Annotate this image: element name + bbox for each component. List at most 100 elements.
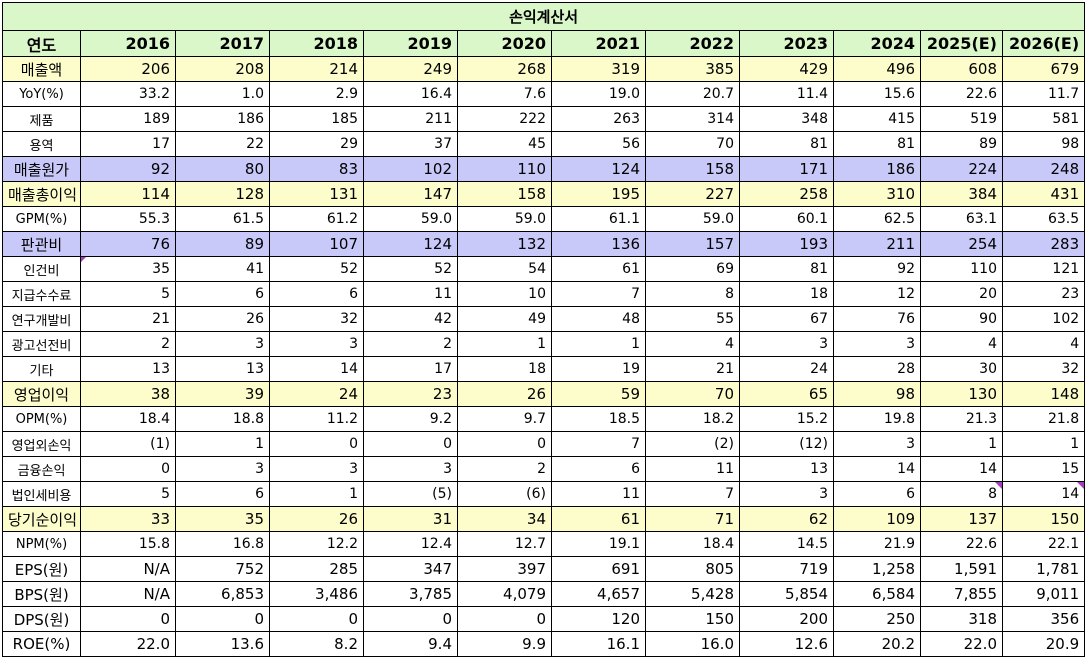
- value-cell[interactable]: 7: [551, 431, 646, 457]
- value-cell[interactable]: 49: [457, 306, 552, 332]
- value-cell[interactable]: 90: [920, 306, 1003, 332]
- value-cell[interactable]: 76: [80, 231, 176, 257]
- value-cell[interactable]: 3: [269, 456, 364, 482]
- value-cell[interactable]: 719: [739, 556, 834, 582]
- year-header-label[interactable]: 연도: [2, 30, 81, 57]
- value-cell[interactable]: 137: [920, 506, 1003, 532]
- value-cell[interactable]: 69: [645, 256, 740, 282]
- value-cell[interactable]: 61.5: [175, 206, 270, 232]
- value-cell[interactable]: 581: [1001, 106, 1086, 132]
- value-cell[interactable]: 397: [457, 556, 552, 582]
- value-cell[interactable]: 120: [551, 606, 646, 632]
- value-cell[interactable]: 186: [833, 156, 921, 182]
- value-cell[interactable]: 11.2: [269, 406, 364, 432]
- value-cell[interactable]: 6: [269, 281, 364, 307]
- value-cell[interactable]: 12.6: [739, 631, 834, 657]
- value-cell[interactable]: 62: [739, 506, 834, 532]
- row-label[interactable]: 매출총이익: [2, 181, 81, 207]
- value-cell[interactable]: 6: [175, 281, 270, 307]
- value-cell[interactable]: 21.9: [833, 531, 921, 557]
- value-cell[interactable]: 121: [1001, 256, 1086, 282]
- value-cell[interactable]: 0: [457, 606, 552, 632]
- value-cell[interactable]: 61.2: [269, 206, 364, 232]
- value-cell[interactable]: 208: [175, 56, 270, 82]
- value-cell[interactable]: 805: [645, 556, 740, 582]
- value-cell[interactable]: 752: [175, 556, 270, 582]
- value-cell[interactable]: 9.9: [457, 631, 552, 657]
- value-cell[interactable]: 89: [175, 231, 270, 257]
- row-label[interactable]: 영업외손익: [2, 431, 81, 457]
- table-title[interactable]: 손익계산서: [1, 2, 1086, 31]
- value-cell[interactable]: 18.5: [551, 406, 646, 432]
- row-label[interactable]: GPM(%): [2, 206, 81, 232]
- value-cell[interactable]: 15.6: [833, 81, 921, 107]
- year-header-cell[interactable]: 2019: [363, 30, 458, 57]
- year-header-cell[interactable]: 2017: [175, 30, 270, 57]
- value-cell[interactable]: 22.6: [920, 531, 1003, 557]
- value-cell[interactable]: 22: [175, 131, 270, 157]
- value-cell[interactable]: 80: [175, 156, 270, 182]
- value-cell[interactable]: 157: [645, 231, 740, 257]
- value-cell[interactable]: 222: [457, 106, 552, 132]
- value-cell[interactable]: 9,011: [1001, 581, 1086, 607]
- row-label[interactable]: 인건비: [2, 256, 81, 282]
- value-cell[interactable]: 13: [80, 356, 176, 382]
- value-cell[interactable]: 18.4: [80, 406, 176, 432]
- value-cell[interactable]: 21.3: [920, 406, 1003, 432]
- value-cell[interactable]: 4: [645, 331, 740, 357]
- value-cell[interactable]: 314: [645, 106, 740, 132]
- value-cell[interactable]: 26: [175, 306, 270, 332]
- value-cell[interactable]: 193: [739, 231, 834, 257]
- value-cell[interactable]: 48: [551, 306, 646, 332]
- value-cell[interactable]: 1: [269, 481, 364, 507]
- value-cell[interactable]: 2: [80, 331, 176, 357]
- value-cell[interactable]: 6: [833, 481, 921, 507]
- value-cell[interactable]: 18.8: [175, 406, 270, 432]
- value-cell[interactable]: 15.2: [739, 406, 834, 432]
- value-cell[interactable]: 22.1: [1001, 531, 1086, 557]
- value-cell[interactable]: 42: [363, 306, 458, 332]
- value-cell[interactable]: 55: [645, 306, 740, 332]
- value-cell[interactable]: 679: [1001, 56, 1086, 82]
- value-cell[interactable]: 415: [833, 106, 921, 132]
- value-cell[interactable]: 76: [833, 306, 921, 332]
- year-header-cell[interactable]: 2016: [80, 30, 176, 57]
- value-cell[interactable]: 35: [175, 506, 270, 532]
- value-cell[interactable]: 18: [457, 356, 552, 382]
- value-cell[interactable]: 10: [457, 281, 552, 307]
- value-cell[interactable]: (6): [457, 481, 552, 507]
- row-label[interactable]: YoY(%): [2, 81, 81, 107]
- value-cell[interactable]: 0: [269, 431, 364, 457]
- value-cell[interactable]: 19.0: [551, 81, 646, 107]
- value-cell[interactable]: 14.5: [739, 531, 834, 557]
- value-cell[interactable]: 71: [645, 506, 740, 532]
- value-cell[interactable]: 81: [833, 131, 921, 157]
- comment-indicator-icon[interactable]: [995, 482, 1002, 489]
- value-cell[interactable]: 158: [645, 156, 740, 182]
- value-cell[interactable]: 16.1: [551, 631, 646, 657]
- row-label[interactable]: 매출원가: [2, 156, 81, 182]
- comment-indicator-icon[interactable]: [1077, 482, 1084, 489]
- value-cell[interactable]: 3: [363, 456, 458, 482]
- value-cell[interactable]: 63.1: [920, 206, 1003, 232]
- value-cell[interactable]: 4: [1001, 331, 1086, 357]
- value-cell[interactable]: 52: [363, 256, 458, 282]
- value-cell[interactable]: 0: [363, 431, 458, 457]
- value-cell[interactable]: 124: [551, 156, 646, 182]
- year-header-cell[interactable]: 2020: [457, 30, 552, 57]
- value-cell[interactable]: 171: [739, 156, 834, 182]
- year-header-cell[interactable]: 2021: [551, 30, 646, 57]
- value-cell[interactable]: 32: [1001, 356, 1086, 382]
- value-cell[interactable]: 21.8: [1001, 406, 1086, 432]
- value-cell[interactable]: 11: [363, 281, 458, 307]
- value-cell[interactable]: 7: [645, 481, 740, 507]
- value-cell[interactable]: 41: [175, 256, 270, 282]
- value-cell[interactable]: 14: [269, 356, 364, 382]
- value-cell[interactable]: 110: [457, 156, 552, 182]
- value-cell[interactable]: 2.9: [269, 81, 364, 107]
- value-cell[interactable]: 6,853: [175, 581, 270, 607]
- value-cell[interactable]: 147: [363, 181, 458, 207]
- value-cell[interactable]: 45: [457, 131, 552, 157]
- value-cell[interactable]: 8: [920, 481, 1003, 507]
- value-cell[interactable]: 19.8: [833, 406, 921, 432]
